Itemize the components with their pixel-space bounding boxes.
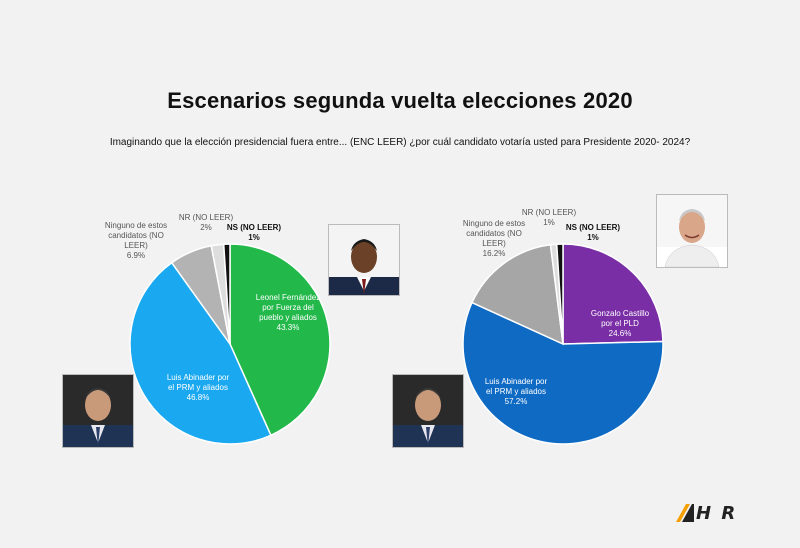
slice-label: Ninguno de estos candidatos (NO LEER) 6.9%	[105, 221, 167, 260]
page-title: Escenarios segunda vuelta elecciones 202…	[167, 88, 633, 113]
slice-percent: 1%	[248, 233, 260, 242]
slice-label-line: NR (NO LEER)	[522, 208, 577, 217]
slice-label-line: NS (NO LEER)	[227, 223, 282, 232]
slice-label: Gonzalo Castillo por el PLD 24.6%	[591, 309, 650, 338]
photo-leonel-fernandez	[328, 224, 400, 296]
slice-label-line: Leonel Fernández	[256, 293, 321, 302]
pie-slice	[470, 243, 564, 346]
photo-gonzalo-castillo	[656, 194, 728, 268]
slice-label-line: LEER)	[482, 239, 506, 248]
pie-slice	[222, 243, 231, 345]
slice-label-line: Luis Abinader por	[167, 373, 230, 382]
photo-luis-abinader-right	[392, 374, 464, 448]
pie-slice	[462, 301, 664, 445]
slice-label: NS (NO LEER) 1%	[566, 223, 621, 242]
slice-label: NS (NO LEER) 1%	[227, 223, 282, 242]
logo-text: H R	[696, 502, 738, 524]
pie-slice	[229, 243, 331, 437]
slice-label: NR (NO LEER) 2%	[179, 213, 234, 232]
slice-percent: 57.2%	[505, 397, 528, 406]
pie-chart-1: Leonel Fernández por Fuerza del pueblo y a…	[105, 213, 331, 445]
slice-label-line: por el PLD	[601, 319, 639, 328]
slice-label-line: pueblo y aliados	[259, 313, 317, 322]
slice-percent: 46.8%	[187, 393, 210, 402]
slice-label-line: Ninguno de estos	[105, 221, 167, 230]
slice-label-line: por Fuerza del	[262, 303, 314, 312]
slice-label-line: NS (NO LEER)	[566, 223, 621, 232]
slice-label: Luis Abinader por el PRM y aliados 57.2%	[485, 377, 548, 406]
pie-slice	[555, 243, 564, 345]
slice-percent: 16.2%	[483, 249, 506, 258]
hr-logo: H R	[676, 502, 737, 524]
slice-label-line: el PRM y aliados	[168, 383, 228, 392]
slice-label: Leonel Fernández por Fuerza del pueblo y a…	[256, 293, 321, 332]
pie-slice	[129, 261, 272, 445]
pie-chart-2: Gonzalo Castillo por el PLD 24.6% Luis Abin…	[462, 208, 664, 445]
slice-label: NR (NO LEER) 1%	[522, 208, 577, 227]
photo-luis-abinader-left	[62, 374, 134, 448]
pie-slice	[562, 243, 664, 345]
logo-mark-icon	[676, 504, 694, 522]
survey-question: Imaginando que la elección presidencial …	[109, 137, 691, 148]
slice-percent: 43.3%	[277, 323, 300, 332]
slice-label: Luis Abinader por el PRM y aliados 46.8%	[167, 373, 230, 402]
slice-label-line: candidatos (NO	[466, 229, 522, 238]
slice-percent: 6.9%	[127, 251, 145, 260]
slice-label: Ninguno de estos candidatos (NO LEER) 16.2%	[463, 219, 525, 258]
slice-label-line: Gonzalo Castillo	[591, 309, 650, 318]
slice-percent: 1%	[543, 218, 555, 227]
slice-label-line: Ninguno de estos	[463, 219, 525, 228]
slice-percent: 1%	[587, 233, 599, 242]
slice-label-line: candidatos (NO	[108, 231, 164, 240]
slice-label-line: LEER)	[124, 241, 148, 250]
slice-percent: 2%	[200, 223, 212, 232]
slice-percent: 24.6%	[609, 329, 632, 338]
slice-label-line: el PRM y aliados	[486, 387, 546, 396]
slice-label-line: NR (NO LEER)	[179, 213, 234, 222]
slice-label-line: Luis Abinader por	[485, 377, 548, 386]
